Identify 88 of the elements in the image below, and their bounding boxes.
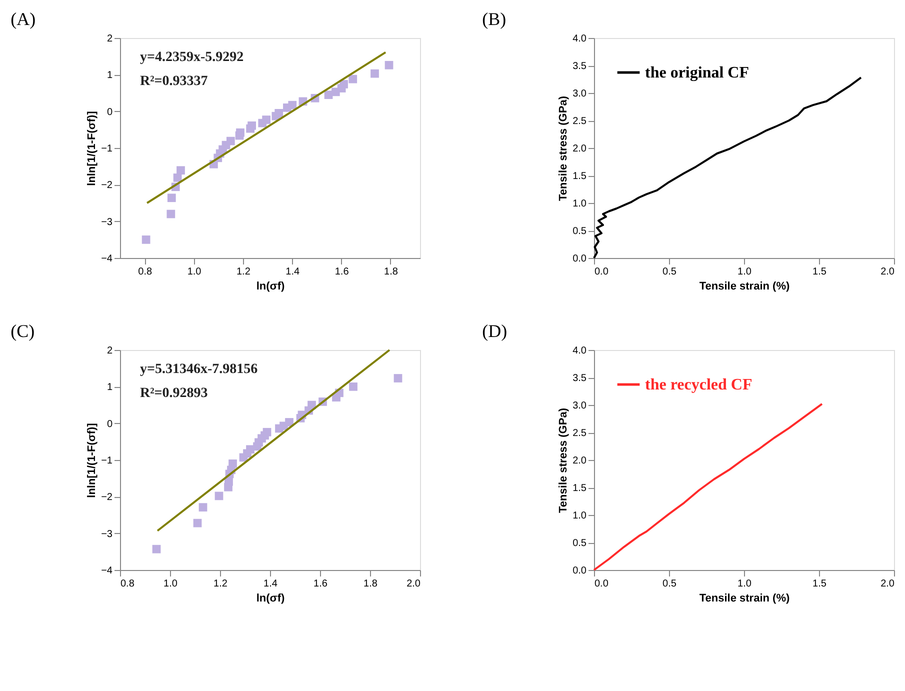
annotation: y=5.31346x-7.98156	[140, 362, 258, 377]
x-tick-label: 1.0	[738, 266, 752, 278]
y-tick-label: 1	[106, 382, 113, 394]
annotation: R²=0.92893	[140, 386, 208, 401]
x-tick-label: 1.4	[286, 266, 300, 278]
y-tick-label: 0.5	[572, 226, 587, 237]
y-tick-label: 0.0	[572, 566, 587, 576]
y-tick-label: −2	[101, 492, 113, 504]
point	[288, 100, 297, 110]
x-tick-label: 1.5	[812, 578, 827, 590]
point	[274, 108, 284, 118]
y-tick-label: 0	[106, 418, 113, 430]
x-tick-label: 1.2	[236, 266, 251, 278]
y-tick-label: −4	[101, 566, 113, 576]
y-tick-label: 3.0	[572, 400, 587, 412]
x-tick-label: 1.2	[214, 578, 228, 590]
x-tick-label: 1.4	[264, 578, 278, 590]
x-tick-label: 0.8	[138, 266, 152, 278]
y-tick-label: 1.5	[572, 483, 587, 494]
x-tick-label: 0.8	[120, 578, 135, 590]
x-tick-label: 1.5	[812, 266, 827, 278]
chart-title: (C)	[10, 321, 35, 341]
x-tick-label: 2.0	[406, 578, 421, 590]
x-tick-label: 2.0	[880, 266, 895, 278]
y-tick-label: 3.5	[572, 373, 587, 384]
x-tick-label: 0.5	[662, 578, 677, 590]
x-tick-label: 2.0	[880, 578, 895, 590]
x-tick-label: 1.6	[334, 266, 350, 278]
y-tick-label: 2.5	[572, 116, 587, 127]
point	[166, 210, 176, 218]
x-tick-label: 0.0	[594, 578, 609, 590]
legend-label: the original CF	[645, 64, 750, 82]
x-tick-label: 1.6	[314, 578, 328, 590]
x-tick-label: 1.8	[364, 578, 378, 590]
y-tick-label: 3.0	[572, 88, 587, 100]
y-tick-label: 1.0	[572, 510, 587, 522]
x-axis-title: Tensile strain (%)	[699, 280, 790, 292]
y-tick-label: −3	[101, 216, 113, 228]
y-tick-label: 3.5	[572, 61, 587, 72]
y-axis-title: Tensile stress (GPa)	[558, 96, 570, 201]
y-tick-label: −4	[101, 254, 113, 264]
y-tick-label: −1	[101, 144, 113, 154]
y-axis-title: Tensile stress (GPa)	[558, 408, 570, 513]
y-tick-label: 0	[106, 106, 113, 118]
annotation: R²=0.93337	[140, 74, 208, 89]
line-series	[593, 402, 823, 571]
y-tick-label: 2.0	[572, 456, 587, 466]
y-tick-label: 2	[106, 34, 113, 44]
x-tick-label: 0.5	[662, 266, 677, 278]
y-tick-label: −1	[101, 456, 113, 466]
point	[262, 116, 270, 124]
x-tick-label: 1.0	[738, 578, 752, 590]
point	[176, 166, 185, 175]
point	[348, 74, 358, 84]
x-axis-title: ln(σf)	[256, 592, 285, 604]
point	[236, 128, 244, 137]
point	[340, 80, 348, 88]
y-tick-label: 1.0	[572, 198, 587, 210]
y-tick-label: 2.0	[572, 144, 587, 154]
y-tick-label: 2	[106, 346, 113, 356]
y-tick-label: 4.0	[572, 34, 587, 44]
y-tick-label: 2.5	[572, 428, 587, 439]
y-tick-label: 1	[106, 70, 113, 82]
chart-title: (B)	[482, 9, 506, 29]
x-axis-title: Tensile strain (%)	[699, 592, 790, 604]
point	[248, 121, 256, 130]
x-tick-label: 1.8	[384, 266, 398, 278]
x-tick-label: 1.0	[187, 266, 202, 278]
y-axis-title: lnln[1/(1-F(σf)]	[86, 422, 98, 498]
legend-label: the recycled CF	[645, 376, 752, 394]
x-axis-title: ln(σf)	[256, 280, 285, 292]
chart-title: (D)	[482, 321, 508, 341]
point	[370, 69, 379, 78]
y-tick-label: 4.0	[572, 346, 587, 356]
x-tick-label: 0.0	[594, 266, 609, 278]
y-tick-label: 0.5	[572, 538, 587, 549]
y-tick-label: 0.0	[572, 254, 587, 264]
annotation: y=4.2359x-5.9292	[140, 50, 244, 65]
point	[142, 235, 150, 244]
y-tick-label: 1.5	[572, 171, 587, 182]
point	[226, 136, 235, 146]
point	[167, 194, 176, 202]
chart-title: (A)	[10, 9, 36, 29]
point	[384, 60, 394, 70]
x-tick-label: 1.0	[164, 578, 178, 590]
y-tick-label: −3	[101, 528, 113, 540]
y-tick-label: −2	[101, 180, 113, 192]
y-axis-title: lnln[1/(1-F(σf)]	[86, 110, 98, 186]
